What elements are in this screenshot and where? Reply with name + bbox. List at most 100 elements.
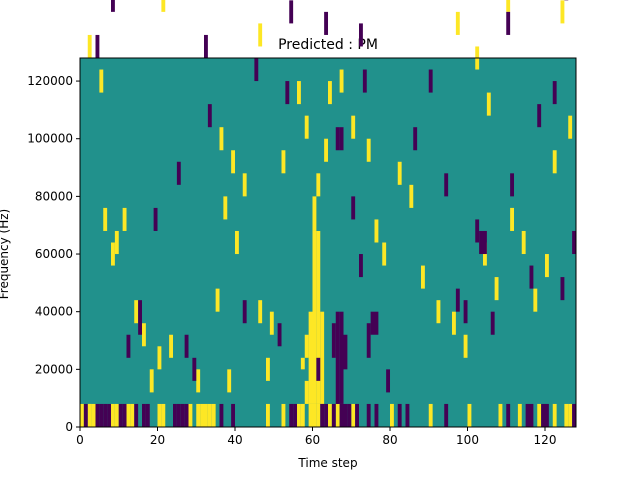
heatmap-cell-low [375,404,379,427]
heatmap-cell-high [88,404,92,427]
heatmap-cell-high [158,346,162,369]
heatmap-cell-low [84,404,88,427]
heatmap-cell-low [192,358,196,381]
heatmap-cell-low [220,404,224,427]
heatmap-cell-high [487,93,491,116]
heatmap-cell-low [375,312,379,335]
heatmap-cell-low [332,404,336,427]
heatmap-cell-low [123,404,127,427]
heatmap-cell-low [320,404,324,427]
heatmap-cell-low [254,58,258,81]
heatmap-cell-low [456,289,460,312]
heatmap-cell-high [258,23,262,46]
heatmap-cell-high [196,404,200,427]
y-tick-label: 100000 [27,132,73,146]
heatmap-cell-high [161,404,165,427]
heatmap-cell-low [483,231,487,254]
heatmap-cell-low [506,12,510,35]
heatmap-cell-high [231,150,235,173]
heatmap-cell-low [289,404,293,427]
heatmap-cell-low [177,162,181,185]
heatmap-cell-low [553,81,557,104]
y-tick-label: 60000 [35,247,73,261]
heatmap-cell-high [305,116,309,139]
heatmap-cell-low [96,404,100,427]
heatmap-cell-low [103,404,107,427]
heatmap-cell-low [398,404,402,427]
heatmap-cell-high [301,404,305,427]
x-tick-label: 80 [382,433,397,447]
heatmap-cell-high [309,312,313,404]
heatmap-cell-high [92,404,96,427]
heatmap-cell-low [324,12,328,35]
heatmap-cell-high [111,243,115,266]
heatmap-cell-low [231,404,235,427]
heatmap-cell-high [227,369,231,392]
heatmap-cell-low [107,404,111,427]
x-tick-label: 0 [76,433,84,447]
heatmap-cell-low [479,231,483,254]
heatmap-cell-high [553,404,557,427]
heatmap-cell-low [204,35,208,58]
heatmap-cell-low [154,208,158,231]
heatmap-cell-low [444,404,448,427]
heatmap-cell-high [375,219,379,242]
heatmap-cell-high [553,150,557,173]
heatmap-cell-high [297,404,301,427]
heatmap-cell-low [181,404,185,427]
heatmap-cell-high [123,208,127,231]
heatmap-cell-high [351,116,355,139]
heatmap-cell-low [344,335,348,370]
heatmap-cell-low [332,323,336,358]
heatmap-cell-high [437,300,441,323]
heatmap-cell-high [282,150,286,173]
heatmap-cell-high [169,335,173,358]
x-tick-label: 20 [150,433,165,447]
heatmap-cell-low [146,404,150,427]
heatmap-cell-high [88,35,92,58]
heatmap-cell-low [367,404,371,427]
heatmap-cell-high [99,70,103,93]
heatmap-cell-high [336,404,340,427]
heatmap-cell-low [111,0,115,12]
heatmap-cell-high [243,173,247,196]
heatmap-cell-low [336,127,340,150]
heatmap-cell-high [320,312,324,404]
y-tick-label: 40000 [35,305,73,319]
heatmap-cell-low [96,35,100,58]
heatmap-cell-low [340,127,344,150]
heatmap-cell-high [313,231,317,404]
heatmap-cell-high [537,404,541,427]
heatmap-cell-high [134,300,138,323]
heatmap-cell-high [305,335,309,358]
heatmap-cell-high [111,404,115,427]
heatmap-cell-low [363,70,367,93]
heatmap-cell-high [568,116,572,139]
heatmap-cell-low [99,404,103,427]
heatmap-cell-low [340,404,344,427]
heatmap-cell-high [282,404,286,427]
heatmap-cell-high [468,404,472,427]
heatmap-cell-low [537,104,541,127]
heatmap-cell-low [530,266,534,289]
heatmap-cell-low [355,404,359,427]
heatmap-cell-high [340,70,344,93]
heatmap-cell-low [243,300,247,323]
heatmap-cell-high [316,173,320,196]
heatmap-cell-low [177,404,181,427]
heatmap-cell-high [429,404,433,427]
heatmap-cell-high [161,0,165,12]
heatmap-cell-high [189,404,193,427]
heatmap-cell-low [510,173,514,196]
heatmap-cell-high [115,231,119,254]
heatmap-cell-low [208,104,212,127]
heatmap-cell-high [409,185,413,208]
heatmap-cell-low [572,231,576,254]
heatmap-cell-high [235,231,239,254]
heatmap-cell-low [491,312,495,335]
heatmap-cell-high [309,404,313,427]
heatmap-cell-high [510,208,514,231]
